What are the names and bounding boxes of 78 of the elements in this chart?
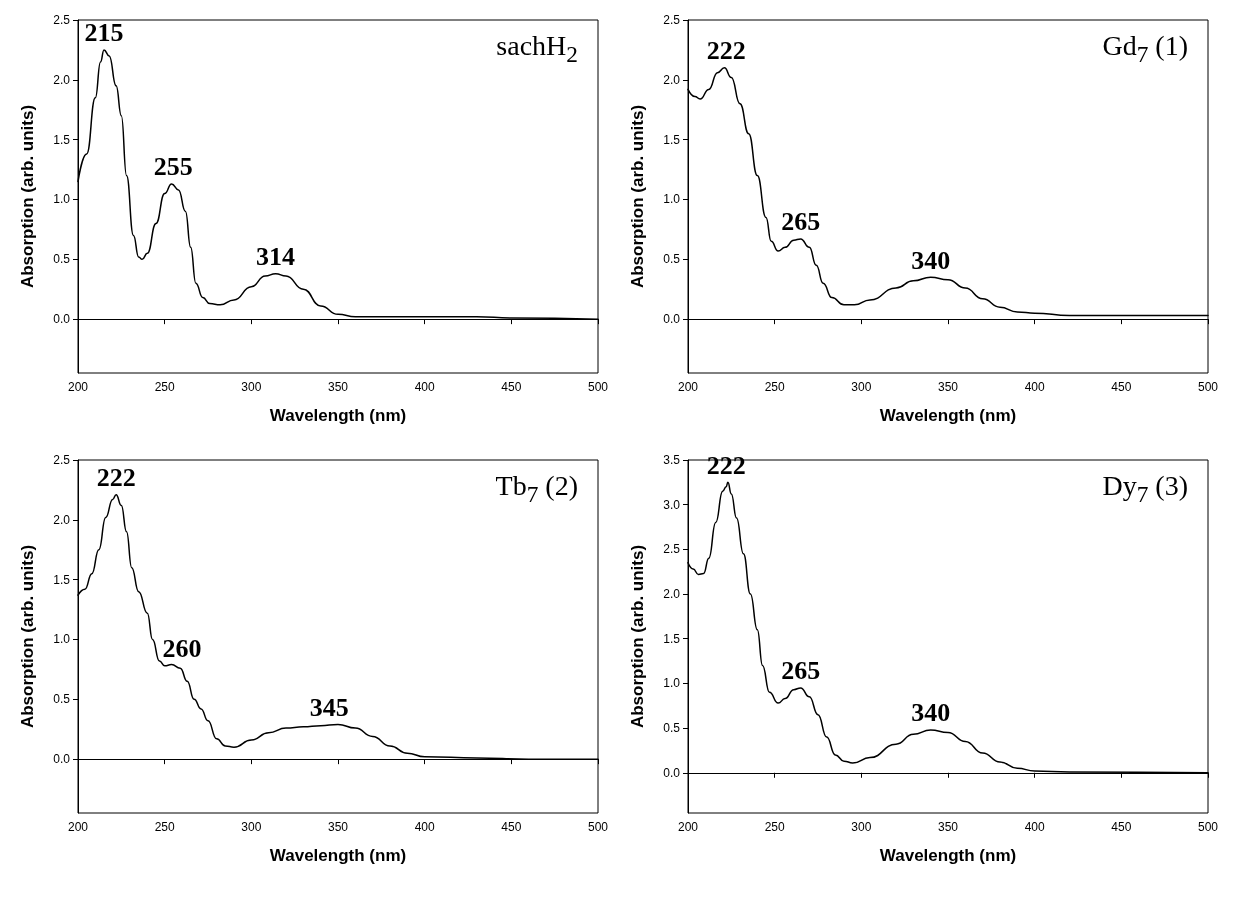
y-tick-label: 1.5 (53, 572, 71, 587)
y-tick-label: 1.0 (663, 676, 681, 691)
x-tick-label: 300 (851, 820, 872, 834)
x-tick-label: 350 (937, 820, 959, 834)
annotation: 260 (162, 634, 202, 664)
y-tick-label: 1.5 (663, 631, 681, 646)
annotation: 222 (706, 450, 746, 480)
text: Dy$_{7}$ (3) (1102, 470, 1188, 508)
x-tick-label: 200 (67, 380, 89, 394)
annotation: 265 (781, 207, 821, 237)
x-tick-label: 200 (677, 380, 699, 394)
y-tick-label: 0.5 (53, 252, 71, 267)
x-tick-label: 250 (764, 380, 785, 394)
x-tick-label: 200 (67, 820, 89, 834)
annotation: 222 (706, 36, 746, 66)
annotation: 340 (911, 698, 951, 728)
y-axis-title: Absorption (arb. units) (18, 544, 37, 729)
x-tick-label: 350 (327, 820, 349, 834)
chart-title: Tb$_{7}$ (2) (495, 470, 578, 508)
x-tick-label: 400 (414, 380, 435, 394)
y-tick-label: 3.0 (663, 497, 681, 512)
y-tick-label: 2.0 (53, 72, 71, 87)
x-tick-label: 300 (241, 380, 262, 394)
x-tick-label: 300 (851, 380, 872, 394)
x-tick-label: 250 (764, 820, 785, 834)
x-tick-label: 400 (1024, 380, 1045, 394)
y-tick-label: 0.5 (663, 252, 681, 267)
annotation: 314 (256, 242, 296, 272)
x-tick-label: 250 (154, 380, 175, 394)
annotation: 215 (84, 18, 124, 48)
x-tick-label: 450 (1111, 820, 1132, 834)
y-axis-title: Absorption (arb. units) (628, 104, 647, 289)
x-tick-label: 500 (1197, 820, 1219, 834)
x-tick-label: 400 (414, 820, 435, 834)
x-tick-label: 300 (241, 820, 262, 834)
y-axis-title: Absorption (arb. units) (18, 104, 37, 289)
x-tick-label: 500 (587, 820, 609, 834)
x-axis-title: Wavelength (nm) (879, 846, 1017, 865)
x-tick-label: 250 (154, 820, 175, 834)
x-axis-title: Wavelength (nm) (269, 406, 407, 425)
y-tick-label: 3.5 (663, 453, 681, 467)
x-axis-title: Wavelength (nm) (269, 846, 407, 865)
y-tick-label: 2.5 (663, 13, 681, 27)
y-tick-label: 1.5 (663, 132, 681, 147)
annotation: 265 (781, 656, 821, 686)
y-tick-label: 2.5 (53, 13, 71, 27)
y-tick-label: 0.0 (53, 752, 71, 767)
x-tick-label: 400 (1024, 820, 1045, 834)
x-tick-label: 200 (677, 820, 699, 834)
y-tick-label: 0.5 (53, 692, 71, 707)
y-tick-label: 1.0 (53, 632, 71, 647)
annotation: 255 (153, 152, 193, 182)
y-axis-title: Absorption (arb. units) (628, 544, 647, 729)
y-tick-label: 1.0 (53, 192, 71, 207)
y-tick-label: 2.0 (53, 512, 71, 527)
annotation: 345 (309, 692, 349, 722)
x-tick-label: 500 (587, 380, 609, 394)
x-tick-label: 500 (1197, 380, 1219, 394)
annotation: 340 (911, 245, 951, 275)
y-tick-label: 0.0 (53, 312, 71, 327)
y-tick-label: 2.5 (663, 542, 681, 557)
y-tick-label: 0.0 (663, 312, 681, 327)
y-tick-label: 1.5 (53, 132, 71, 147)
y-tick-label: 0.0 (663, 765, 681, 780)
x-axis-title: Wavelength (nm) (879, 406, 1017, 425)
annotation: 222 (96, 463, 136, 493)
y-tick-label: 0.5 (663, 721, 681, 736)
x-tick-label: 450 (501, 380, 522, 394)
x-tick-label: 450 (1111, 380, 1132, 394)
x-tick-label: 450 (501, 820, 522, 834)
y-tick-label: 2.0 (663, 587, 681, 602)
y-tick-label: 2.5 (53, 453, 71, 467)
y-tick-label: 2.0 (663, 72, 681, 87)
x-tick-label: 350 (327, 380, 349, 394)
y-tick-label: 1.0 (663, 192, 681, 207)
chart-title: Gd$_{7}$ (1) (1102, 30, 1188, 68)
chart-title: sachH$_{2}$ (496, 30, 578, 68)
x-tick-label: 350 (937, 380, 959, 394)
